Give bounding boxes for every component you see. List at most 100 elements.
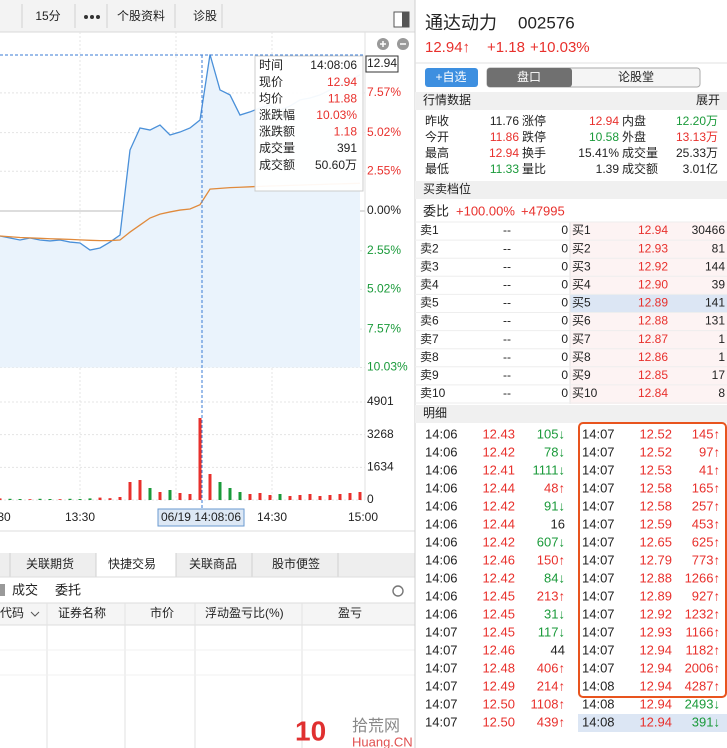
trade-volume: 607↓ (537, 534, 565, 549)
bid-level: 买7 (572, 332, 591, 346)
trade-volume: 117↓ (538, 624, 565, 639)
trade-volume: 2493↓ (685, 696, 720, 711)
ask-volume: 0 (561, 241, 568, 255)
y-tick-label: 10.03% (367, 360, 408, 374)
bottom-tab[interactable]: 股市便签 (272, 556, 320, 571)
trade-volume: 4287↑ (685, 678, 720, 693)
trade-price: 12.94 (639, 714, 672, 729)
trade-price: 12.65 (639, 534, 672, 549)
more-dot (84, 15, 88, 19)
bid-volume: 39 (712, 277, 726, 291)
highlight-row (578, 714, 727, 732)
y-tick-label: 5.02% (367, 281, 401, 295)
bid-level: 买10 (572, 386, 598, 400)
toolbar-tab[interactable]: 诊股 (193, 9, 217, 23)
volume-bar (248, 494, 252, 500)
trade-time: 14:06 (425, 534, 458, 549)
segment[interactable]: 论股堂 (618, 70, 654, 84)
volume-bar (98, 497, 102, 500)
bid-volume: 30466 (692, 223, 726, 237)
trade-time: 14:07 (582, 498, 615, 513)
bid-volume: 141 (705, 296, 725, 310)
trade-time: 14:07 (582, 552, 615, 567)
trade-volume: 48↑ (544, 480, 565, 495)
trade-time: 14:08 (582, 696, 615, 711)
toolbar-tab[interactable]: 15分 (35, 9, 60, 23)
quote-value: 15.41% (578, 146, 619, 160)
bid-price: 12.88 (638, 314, 668, 328)
trade-time: 14:08 (582, 678, 615, 693)
refresh-icon[interactable] (392, 585, 404, 597)
trade-volume: 1108↑ (531, 696, 565, 711)
section-title: 明细 (423, 406, 447, 420)
ratio-diff: +47995 (521, 203, 565, 218)
trade-volume: 44 (551, 642, 565, 657)
subtab[interactable]: 成交 (12, 582, 38, 597)
ask-price: -- (503, 314, 511, 328)
ask-price: -- (503, 259, 511, 273)
quote-label: 跌停 (522, 129, 546, 144)
trade-price: 12.42 (482, 498, 515, 513)
trade-volume: 165↑ (692, 480, 720, 495)
trade-time: 14:06 (425, 570, 458, 585)
trade-time: 14:06 (425, 480, 458, 495)
column-header: 市价 (150, 605, 174, 620)
y-tick-label: 0 (367, 492, 374, 506)
trade-time: 14:07 (582, 444, 615, 459)
volume-bar (0, 498, 2, 500)
segment[interactable]: 盘口 (517, 69, 541, 84)
watch-button (425, 68, 478, 87)
trade-time: 14:06 (425, 588, 458, 603)
trade-price: 12.42 (482, 444, 515, 459)
y-tick-label: 5.02% (367, 125, 401, 139)
quote-label: 内盘 (622, 113, 646, 128)
y-tick-label: 4901 (367, 394, 394, 408)
subtab[interactable]: 委托 (55, 582, 81, 597)
tooltip-value: 14:08:06 (310, 58, 357, 72)
volume-bar (158, 492, 162, 500)
tooltip-label: 涨跌额 (259, 124, 295, 139)
tooltip-value: 391 (337, 141, 357, 155)
column-header: 证券名称 (58, 605, 106, 620)
volume-bar (288, 496, 292, 500)
trade-volume: 927↑ (692, 588, 720, 603)
bottom-tab[interactable]: 快捷交易 (108, 556, 156, 571)
trade-volume: 1182↑ (686, 642, 720, 657)
bid-price: 12.85 (638, 368, 668, 382)
bid-volume: 131 (705, 314, 725, 328)
trade-time: 14:06 (425, 426, 458, 441)
trade-time: 14:07 (582, 624, 615, 639)
trade-volume: 214↑ (537, 678, 565, 693)
bid-level: 买6 (572, 314, 591, 328)
trade-volume: 773↑ (692, 552, 720, 567)
trade-volume: 1111↓ (532, 462, 565, 477)
bottom-tab[interactable]: 关联商品 (189, 556, 237, 571)
tooltip-value: 11.88 (328, 91, 357, 105)
quote-value: 11.76 (490, 114, 519, 128)
volume-bar (38, 498, 42, 500)
expand-link[interactable]: 展开 (696, 93, 720, 107)
trade-time: 14:07 (582, 642, 615, 657)
cursor-price: 12.94 (367, 56, 397, 70)
ask-level: 卖8 (420, 350, 439, 364)
ask-price: -- (503, 241, 511, 255)
trade-volume: 1166↑ (686, 624, 720, 639)
ask-level: 卖5 (420, 296, 439, 310)
trade-volume: 16 (551, 516, 565, 531)
watch-button-label[interactable]: +自选 (435, 70, 466, 84)
toolbar-tab[interactable]: 个股资料 (117, 9, 165, 23)
volume-bar (358, 492, 362, 500)
trade-price: 12.52 (639, 444, 672, 459)
table-header (0, 603, 415, 625)
section-title: 行情数据 (423, 92, 471, 107)
quote-value: 12.20万 (676, 114, 718, 128)
tooltip (254, 55, 364, 192)
trade-volume: 439↑ (537, 714, 565, 729)
trade-time: 14:08 (582, 714, 615, 729)
y-tick-label: 3268 (367, 427, 394, 441)
quote-label: 昨收 (425, 114, 449, 128)
trade-volume: 91↓ (544, 498, 565, 513)
section-bar (415, 181, 727, 199)
bottom-tab[interactable]: 关联期货 (26, 556, 74, 571)
